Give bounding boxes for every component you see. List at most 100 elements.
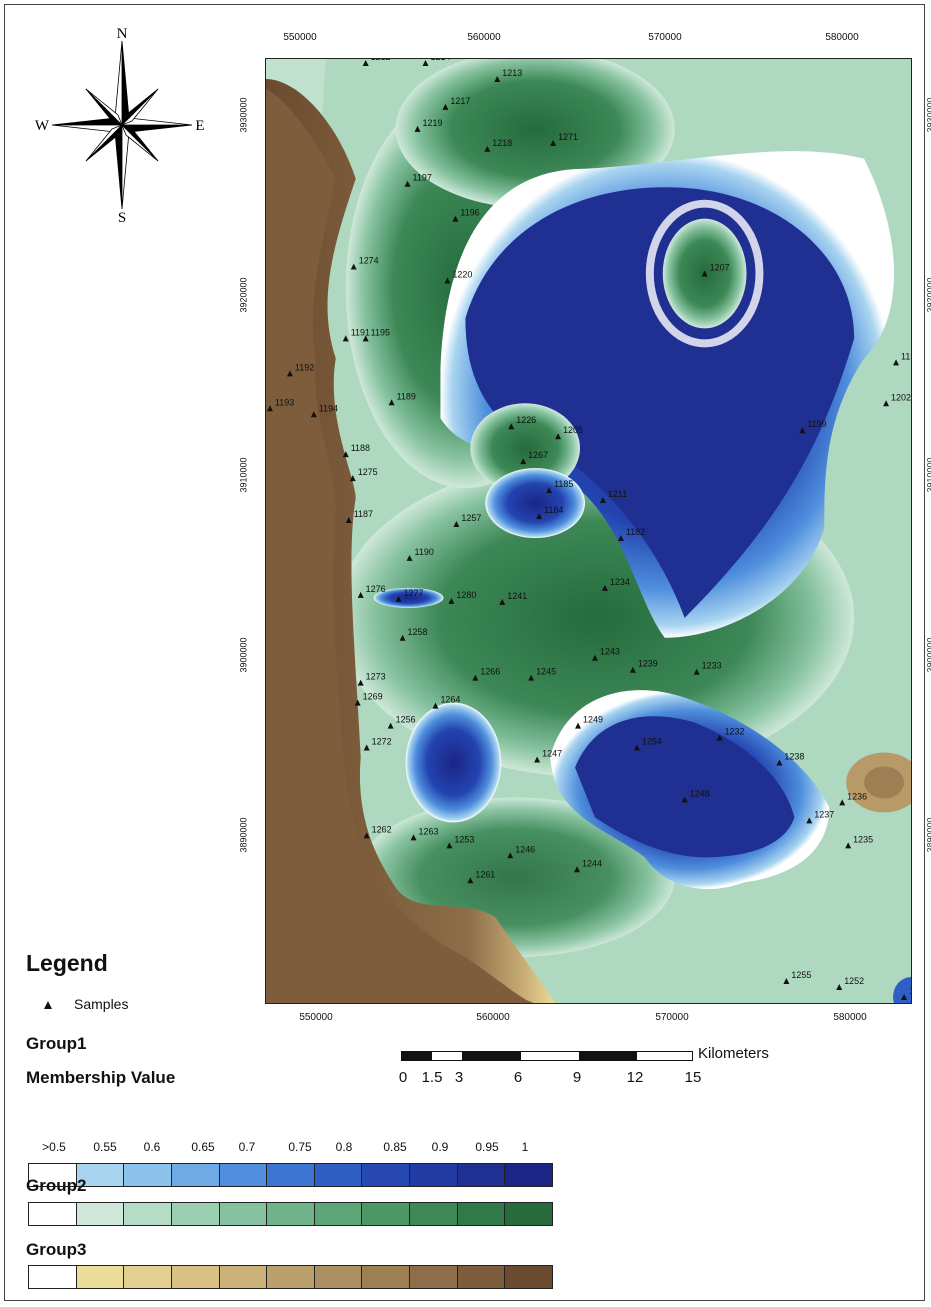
sample-label: 1272 <box>372 737 392 747</box>
value-label: 0.95 <box>475 1140 499 1154</box>
membership-label: Membership Value <box>26 1068 176 1087</box>
sample-marker <box>472 674 479 681</box>
ramp-swatch <box>457 1164 506 1186</box>
sample-marker <box>617 534 624 541</box>
x-tick-top-1: 550000 <box>283 32 317 43</box>
sample-label: 1207 <box>710 263 730 273</box>
sample-label: 1276 <box>366 584 386 594</box>
value-label: 0.85 <box>383 1140 407 1154</box>
sample-label: 1239 <box>638 659 658 669</box>
sample-label: 1275 <box>358 467 378 477</box>
sample-marker <box>406 554 413 561</box>
sample-marker <box>555 433 562 440</box>
sample-label: 1194 <box>319 403 338 413</box>
compass-north-label: N <box>117 26 128 42</box>
sample-triangle-icon <box>44 1001 52 1010</box>
value-label: 0.8 <box>335 1140 353 1154</box>
x-tick-top-2: 560000 <box>467 32 501 43</box>
sample-label: 1196 <box>460 208 479 218</box>
sample-label: 1192 <box>295 362 314 372</box>
y-tick-right-5: 3890000 <box>925 817 931 853</box>
ramp-swatch <box>362 1164 411 1186</box>
ramp-swatch <box>219 1164 268 1186</box>
compass-rose: N S E W <box>30 24 210 226</box>
ramp-swatch <box>29 1266 77 1288</box>
sample-label: 1232 <box>725 727 745 737</box>
ramp-swatch <box>29 1164 77 1186</box>
sample-marker <box>388 399 395 406</box>
sample-label: 1253 <box>454 834 474 844</box>
sample-marker <box>681 796 688 803</box>
ramp-swatch <box>505 1164 553 1186</box>
sample-marker <box>575 722 582 729</box>
scale-seg-5 <box>579 1052 637 1060</box>
x-tick-top-3: 570000 <box>648 32 682 43</box>
sample-label: 1271 <box>558 132 578 142</box>
sample-marker <box>508 423 515 430</box>
sample-label: 1197 <box>413 173 432 183</box>
sample-marker <box>633 744 640 751</box>
sample-label: 1237 <box>814 809 834 819</box>
sample-marker <box>395 595 402 602</box>
scale-label-3: 6 <box>513 1069 523 1086</box>
scale-label-1: 1.5 <box>421 1069 443 1086</box>
ramp-swatch <box>410 1266 458 1288</box>
scale-label-6: 15 <box>684 1069 702 1086</box>
scale-bar <box>401 1051 693 1061</box>
ramp-swatch <box>76 1164 125 1186</box>
sample-label: 1193 <box>275 397 294 407</box>
sample-label: 1218 <box>492 138 512 148</box>
sample-label: 1205 <box>563 425 583 435</box>
sample-marker <box>452 215 459 222</box>
ramp-swatch <box>362 1266 411 1288</box>
sample-marker <box>528 674 535 681</box>
sample-marker <box>499 598 506 605</box>
sample-label: 1238 <box>784 752 804 762</box>
sample-label: 1195 <box>371 327 390 337</box>
y-tick-left-5: 3890000 <box>238 817 249 853</box>
sample-marker <box>266 405 273 412</box>
sample-label: 1255 <box>791 970 811 980</box>
sample-label: 1263 <box>419 826 439 836</box>
sample-label: 1182 <box>626 527 645 537</box>
y-tick-right-2: 3920000 <box>925 277 931 313</box>
sample-marker <box>363 832 370 839</box>
sample-marker <box>453 521 460 528</box>
value-label: 1 <box>521 1140 529 1154</box>
sample-marker <box>599 497 606 504</box>
scale-label-4: 9 <box>572 1069 582 1086</box>
sample-marker <box>776 759 783 766</box>
x-tick-top-4: 580000 <box>825 32 859 43</box>
sample-label: 1189 <box>397 391 416 401</box>
sample-label: 1264 <box>440 695 460 705</box>
sample-marker <box>354 699 361 706</box>
value-label: 0.7 <box>238 1140 256 1154</box>
sample-label: 1188 <box>351 443 370 453</box>
sample-marker <box>783 978 790 985</box>
sample-marker <box>546 487 553 494</box>
sample-label: 1211 <box>608 489 627 499</box>
sample-label: 1267 <box>528 450 548 460</box>
sample-marker <box>550 139 557 146</box>
sample-marker <box>432 702 439 709</box>
y-tick-left-2: 3920000 <box>238 277 249 313</box>
x-tick-bottom-3: 570000 <box>655 1012 689 1023</box>
sample-label: 1273 <box>366 672 386 682</box>
sample-label: 1191 <box>351 327 370 337</box>
sample-marker <box>442 103 449 110</box>
sample-label: 1212 <box>371 59 391 62</box>
sample-marker <box>693 668 700 675</box>
ramp-swatch <box>219 1203 268 1225</box>
sample-marker <box>444 277 451 284</box>
ramp-swatch <box>171 1164 220 1186</box>
ramp-swatch <box>124 1266 172 1288</box>
sample-label: 1249 <box>583 715 603 725</box>
ramp-swatch <box>267 1266 315 1288</box>
sample-marker <box>357 591 364 598</box>
sample-label: 1246 <box>515 844 535 854</box>
y-tick-left-4: 3900000 <box>238 637 249 673</box>
sample-marker <box>446 842 453 849</box>
scale-seg-3 <box>462 1052 521 1060</box>
value-label: 0.65 <box>191 1140 215 1154</box>
ramp-swatch <box>171 1203 220 1225</box>
